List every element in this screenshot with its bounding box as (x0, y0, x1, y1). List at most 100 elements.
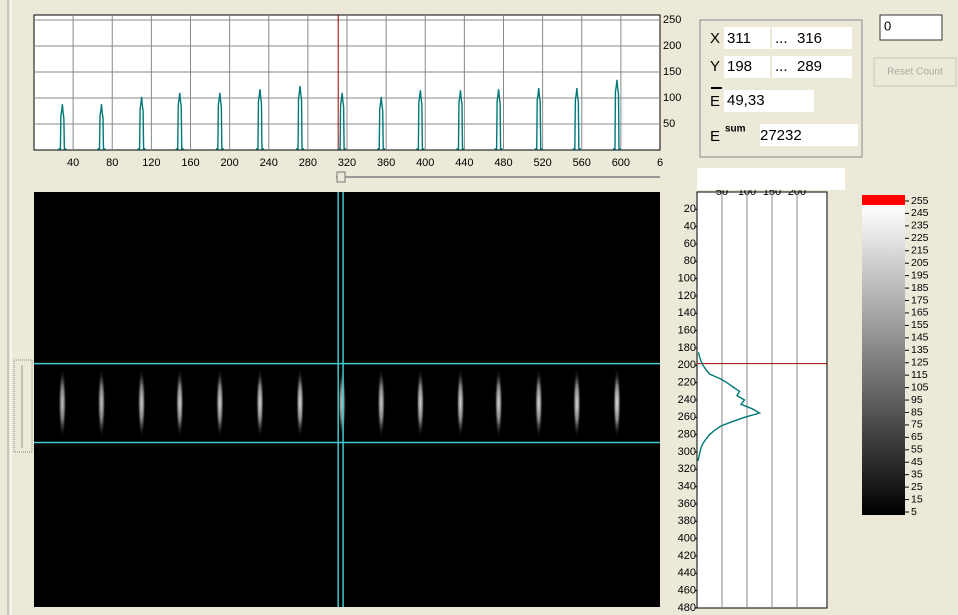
colorbar-label: 95 (911, 394, 923, 406)
x-tick-label: 360 (377, 157, 395, 169)
colorbar-label: 215 (911, 245, 929, 257)
y-tick-label: 250 (663, 14, 681, 26)
colorbar-label: 165 (911, 307, 929, 319)
beam-streak (456, 367, 465, 440)
beam-streak (494, 367, 503, 440)
beam-streak (137, 367, 146, 440)
scroll-thumb[interactable] (336, 171, 346, 183)
profile-peak (137, 96, 146, 150)
field (724, 56, 770, 78)
x-tick-label: 240 (260, 157, 278, 169)
profile-peak (456, 90, 465, 150)
y-tick-label: 80 (684, 255, 696, 267)
x-label: X (710, 30, 720, 47)
y-tick-label: 440 (678, 567, 696, 579)
v-profile-header (697, 168, 845, 190)
colorbar-label: 15 (911, 493, 923, 505)
colorbar-label: 65 (911, 431, 923, 443)
y-tick-label: 340 (678, 481, 696, 493)
x-tick-label: 120 (142, 157, 160, 169)
y-tick-label: 460 (678, 585, 696, 597)
sum-sup: sum (725, 124, 746, 135)
colorbar-label: 135 (911, 344, 929, 356)
y-tick-label: 120 (678, 290, 696, 302)
beam-streak (572, 367, 581, 440)
mean-label: E (710, 93, 720, 110)
beam-streak (377, 367, 386, 440)
colorbar-label: 125 (911, 357, 929, 369)
colorbar-label: 5 (911, 506, 917, 518)
camera-image (34, 192, 660, 607)
field (724, 90, 814, 112)
x-tick-label: 480 (494, 157, 512, 169)
profile-peak (338, 92, 347, 150)
y-label: Y (710, 58, 720, 75)
profile-peak (58, 104, 67, 150)
y-tick-label: 400 (678, 533, 696, 545)
beam-streak (255, 367, 264, 440)
profile-peak (255, 89, 264, 150)
colorbar-label: 225 (911, 232, 929, 244)
profile-peak (97, 104, 106, 150)
colorbar (862, 205, 905, 515)
y-tick-label: 40 (684, 221, 696, 233)
y-tick-label: 380 (678, 515, 696, 527)
separator: ... (775, 58, 788, 75)
y-tick-label: 260 (678, 411, 696, 423)
beam-streak (175, 367, 184, 440)
colorbar-label: 35 (911, 468, 923, 480)
beam-streak (97, 367, 106, 440)
colorbar-label: 185 (911, 282, 929, 294)
y-tick-label: 200 (663, 40, 681, 52)
colorbar-label: 235 (911, 220, 929, 232)
y-tick-label: 200 (678, 359, 696, 371)
colorbar-label: 115 (911, 369, 928, 381)
y-tick-label: 280 (678, 429, 696, 441)
beam-streak (612, 367, 621, 440)
y-tick-label: 240 (678, 394, 696, 406)
sum-value: 27232 (760, 127, 802, 144)
colorbar-label: 195 (911, 269, 929, 281)
x-tick-label: 440 (455, 157, 473, 169)
x-tick-label: 320 (338, 157, 356, 169)
y-to: 289 (797, 58, 822, 75)
profile-peak (377, 96, 386, 150)
y-tick-label: 100 (678, 273, 696, 285)
mean-value: 49,33 (727, 92, 765, 109)
reset-button[interactable] (873, 57, 957, 87)
colorbar-label: 175 (911, 294, 929, 306)
profile-peak (296, 85, 305, 150)
beam-streak (416, 367, 425, 440)
y-tick-label: 100 (663, 92, 681, 104)
y-tick-label: 180 (678, 342, 696, 354)
colorbar-label: 245 (911, 207, 929, 219)
y-from: 198 (727, 58, 752, 75)
profile-peak (534, 88, 543, 150)
colorbar-label: 155 (911, 319, 929, 331)
beam-streak (215, 367, 224, 440)
x-to: 316 (797, 30, 822, 47)
profile-peak (175, 92, 184, 150)
x-from: 311 (727, 30, 751, 47)
y-tick-label: 150 (663, 66, 681, 78)
profile-line (697, 352, 762, 461)
field (772, 27, 852, 49)
beam-streak (534, 367, 543, 440)
reset-button-label: Reset Count (887, 67, 943, 78)
profile-peak (612, 79, 621, 150)
beam-streak (58, 367, 67, 440)
separator: ... (775, 30, 788, 47)
colorbar-label: 85 (911, 406, 923, 418)
profile-peak (416, 90, 425, 150)
counter-box[interactable] (879, 14, 943, 41)
y-tick-label: 20 (684, 203, 696, 215)
profile-peak (215, 92, 224, 150)
sum-label: E (710, 128, 720, 145)
colorbar-label: 25 (911, 481, 923, 493)
y-tick-label: 300 (678, 446, 696, 458)
colorbar-label: 255 (911, 195, 929, 207)
field (724, 27, 770, 49)
x-tick-label: 160 (181, 157, 199, 169)
x-tick-label: 400 (416, 157, 434, 169)
v-slider[interactable] (13, 359, 33, 453)
